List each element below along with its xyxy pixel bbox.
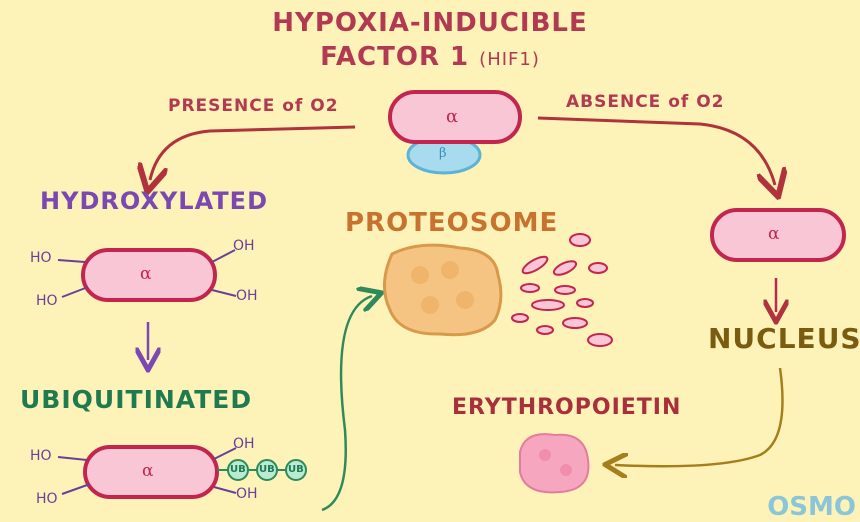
alpha-symbol-ubiquitinated: α	[142, 461, 154, 481]
title-line2-abbrev: (HIF1)	[479, 49, 540, 70]
title-line1: HYPOXIA-INDUCIBLE	[272, 8, 588, 38]
alpha-subunit-hydroxylated	[81, 248, 217, 302]
alpha-subunit-ubiquitinated	[83, 445, 219, 499]
alpha-symbol-right: α	[768, 224, 780, 244]
oh-label: OH	[233, 238, 255, 254]
hydroxyl-bonds	[57, 249, 237, 298]
alpha-subunit-top	[388, 90, 522, 144]
ho-label: HO	[30, 250, 52, 266]
ho-label: HO	[36, 491, 58, 507]
ho-label: HO	[30, 448, 52, 464]
oh-label: OH	[236, 288, 258, 304]
oh-label: OH	[233, 436, 255, 452]
erythropoietin-label: ERYTHROPOIETIN	[452, 395, 682, 420]
alpha-symbol-top: α	[446, 106, 459, 127]
peptide-fragments	[511, 233, 613, 347]
oh-label: OH	[236, 486, 258, 502]
nucleus-label: NUCLEUS	[708, 322, 860, 355]
ub-label: UB	[288, 464, 304, 475]
ubiquitinated-label: UBIQUITINATED	[20, 385, 253, 414]
alpha-symbol-hydroxylated: α	[140, 264, 152, 284]
ho-label: HO	[36, 293, 58, 309]
to-proteosome-arrow	[321, 296, 372, 512]
hydroxyl-bonds-2	[57, 447, 237, 495]
proteosome-icon	[383, 243, 503, 337]
osmosis-logo: OSMO	[767, 492, 856, 522]
to-erythropoietin-arrow	[615, 367, 784, 466]
absence-label: ABSENCE of O2	[566, 92, 725, 112]
title-line2: FACTOR 1 (HIF1)	[0, 40, 860, 77]
ub-label: UB	[230, 464, 246, 475]
erythropoietin-icon	[519, 433, 590, 494]
absence-arrow	[537, 116, 775, 185]
page-title: HYPOXIA-INDUCIBLE FACTOR 1 (HIF1)	[0, 6, 860, 77]
ubiquitin-chain	[217, 459, 307, 481]
ub-label: UB	[259, 464, 275, 475]
proteosome-label: PROTEOSOME	[345, 208, 559, 238]
alpha-subunit-right	[710, 208, 846, 262]
title-line2-main: FACTOR 1	[320, 42, 470, 72]
presence-arrow	[150, 125, 356, 180]
hydroxylated-label: HYDROXYLATED	[40, 187, 268, 215]
presence-label: PRESENCE of O2	[168, 96, 339, 116]
beta-symbol: β	[439, 146, 447, 161]
